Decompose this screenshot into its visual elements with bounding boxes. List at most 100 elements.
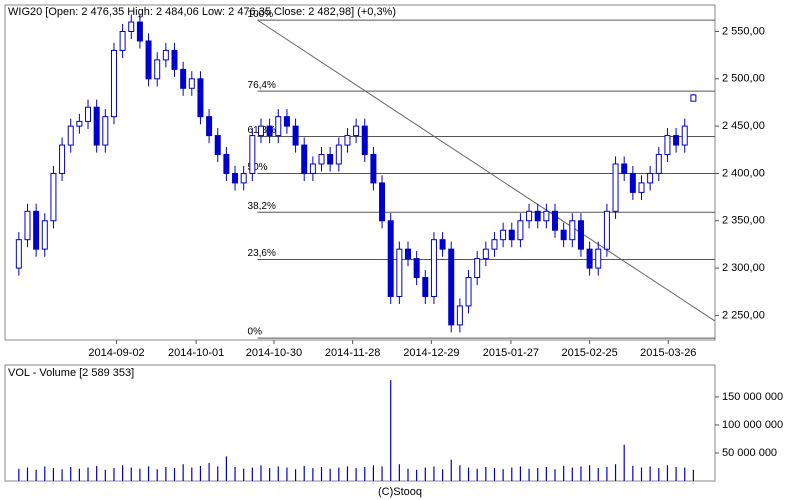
volume-bar (113, 468, 115, 481)
x-tick-label: 2014-09-02 (88, 347, 144, 359)
candle-body (67, 125, 74, 146)
volume-bar (467, 467, 470, 481)
candle-body (379, 182, 386, 222)
candle-body (171, 49, 178, 70)
price-title: WIG20 [Open: 2 476,35 High: 2 484,06 Low… (8, 6, 396, 18)
candle-body (586, 248, 593, 269)
candle-body (664, 135, 671, 156)
volume-bar (441, 469, 444, 481)
candle-body (456, 305, 463, 326)
volume-bar (364, 466, 366, 481)
candle-body (396, 248, 403, 297)
fib-label: 76,4% (248, 80, 276, 91)
candle-body (327, 154, 334, 165)
x-tick-label: 2015-02-25 (561, 347, 617, 359)
volume-bar (18, 468, 20, 481)
volume-bar (589, 465, 591, 481)
fib-label: 50% (248, 162, 268, 173)
candle-body (560, 229, 567, 241)
volume-bar (70, 466, 72, 481)
candle-body (188, 78, 195, 89)
x-tick-label: 2015-01-27 (483, 347, 539, 359)
volume-bar (372, 465, 375, 481)
volume-bar (597, 468, 599, 481)
candle-body (275, 116, 282, 137)
y-tick-label: 2 250,00 (722, 309, 765, 321)
y-tick-label: 2 550,00 (722, 25, 765, 37)
candle-body (33, 210, 40, 250)
candle-body (430, 239, 437, 297)
volume-bar (571, 467, 573, 481)
x-tick-label: 2014-10-01 (168, 347, 224, 359)
volume-bar (407, 468, 409, 481)
volume-bar (675, 466, 677, 481)
candle-body (577, 220, 584, 250)
volume-bar (320, 466, 323, 481)
candle-body (534, 210, 541, 222)
candle-body (353, 125, 360, 137)
candle-body (162, 49, 169, 61)
candle-body (301, 144, 308, 174)
candle-body (629, 172, 636, 193)
candle-body (283, 116, 290, 127)
volume-bar (225, 456, 227, 481)
volume-bar (381, 466, 383, 481)
candle-body (136, 21, 143, 42)
candle-body (50, 172, 57, 222)
candle-body (249, 135, 256, 174)
candle-body (344, 135, 351, 146)
volume-bar (338, 467, 340, 481)
candle-body (318, 154, 325, 165)
candle-body (292, 125, 299, 146)
candle-body (621, 163, 628, 174)
volume-bar (502, 469, 504, 481)
candle-body (439, 239, 446, 250)
volume-bar (217, 466, 219, 481)
volume-bar (511, 467, 513, 481)
candle-body (543, 210, 550, 222)
candle-body (206, 116, 213, 137)
volume-bar (640, 467, 643, 481)
volume-bar (243, 468, 245, 481)
volume-bar (632, 465, 634, 481)
candle-body (41, 220, 48, 250)
volume-bar (519, 466, 522, 481)
volume-bar (251, 467, 253, 481)
fib-label: 38,2% (248, 201, 276, 212)
fib-label: 23,6% (248, 248, 276, 259)
candle-body (335, 144, 342, 165)
volume-bar (416, 469, 418, 481)
y-tick-label: 2 350,00 (722, 215, 765, 227)
volume-bar (294, 469, 297, 481)
candle-body (508, 229, 515, 241)
y-tick-label: 150 000 000 (722, 391, 783, 403)
candle-body (491, 239, 498, 250)
candle-body (85, 106, 92, 122)
candle-body (690, 94, 697, 102)
volume-bar (684, 467, 686, 481)
volume-bar (61, 469, 63, 481)
volume-bar (649, 466, 651, 481)
candle-body (655, 154, 662, 174)
volume-bar (182, 464, 184, 481)
volume-bar (87, 467, 89, 481)
y-tick-label: 2 500,00 (722, 73, 765, 85)
volume-bar (165, 466, 167, 481)
volume-bar (234, 466, 236, 481)
volume-bar (286, 467, 288, 481)
candle-body (110, 49, 117, 118)
volume-bar (606, 466, 608, 481)
volume-bar (398, 464, 400, 481)
volume-bar (312, 468, 314, 481)
candle-body (465, 277, 472, 307)
volume-bar (104, 469, 106, 481)
x-tick-label: 2014-10-30 (246, 347, 302, 359)
candle-body (474, 258, 481, 279)
y-tick-label: 2 400,00 (722, 167, 765, 179)
candle-body (145, 40, 152, 80)
volume-bar (329, 468, 331, 481)
candle-body (526, 210, 533, 222)
volume-bar (173, 468, 176, 481)
candle-body (387, 220, 394, 297)
candle-body (647, 172, 654, 184)
